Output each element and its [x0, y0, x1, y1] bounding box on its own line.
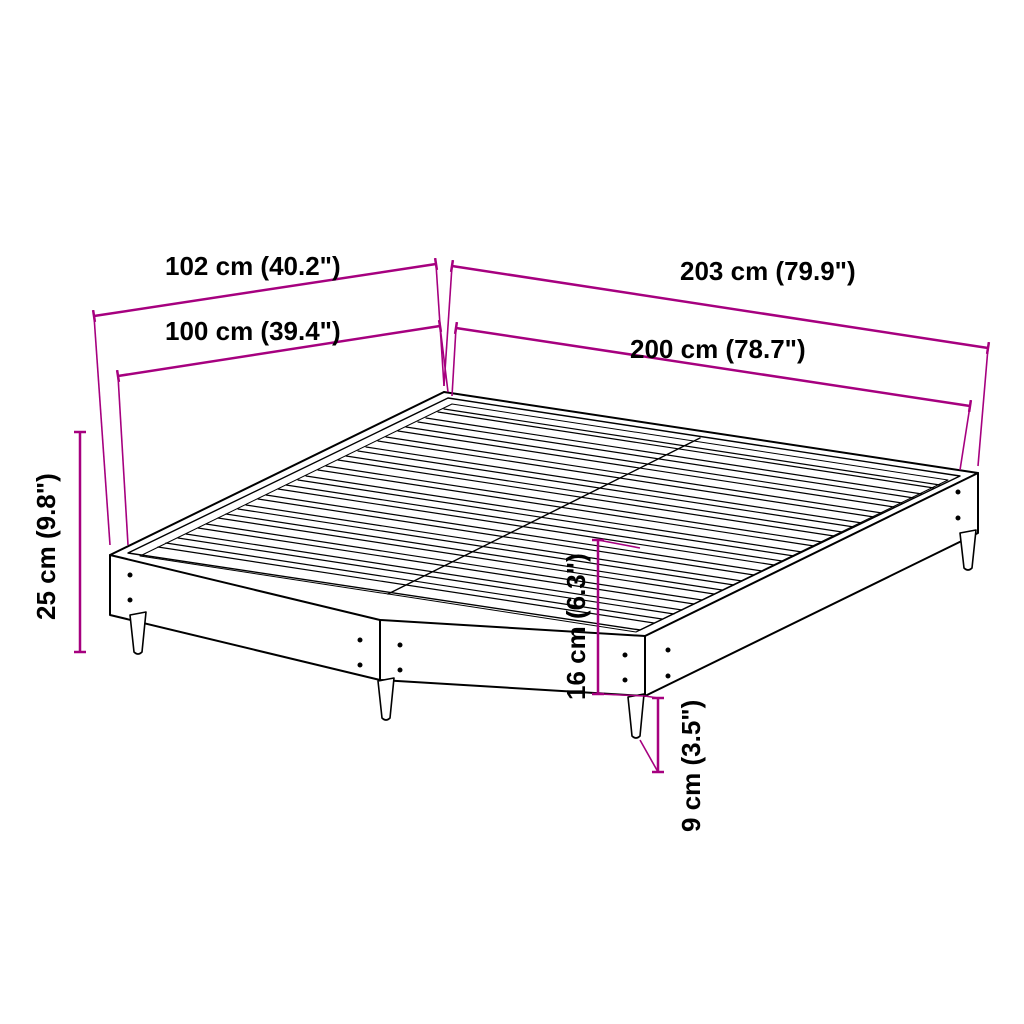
bed-frame-dimension-diagram: 102 cm (40.2") 100 cm (39.4") 203 cm (79… [0, 0, 1024, 1024]
frame-front-panel-right [380, 620, 645, 696]
label-outer-length: 203 cm (79.9") [680, 256, 856, 286]
frame-left-top-edge [110, 392, 444, 555]
label-inner-length: 200 cm (78.7") [630, 334, 806, 364]
label-inner-width: 100 cm (39.4") [165, 316, 341, 346]
label-frame-height: 16 cm (6.3") [561, 553, 591, 700]
frame-right-panel [645, 473, 978, 696]
label-outer-width: 102 cm (40.2") [165, 251, 341, 281]
frame-front-panel-left [110, 555, 380, 680]
label-total-height: 25 cm (9.8") [31, 473, 61, 620]
bed-frame-drawing [110, 392, 978, 738]
label-leg-height: 9 cm (3.5") [676, 700, 706, 832]
